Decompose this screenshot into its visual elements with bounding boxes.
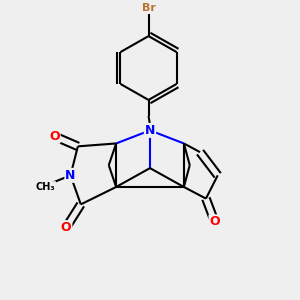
Text: N: N xyxy=(145,124,155,137)
Text: O: O xyxy=(49,130,60,143)
Text: CH₃: CH₃ xyxy=(36,182,55,192)
Text: O: O xyxy=(61,221,71,234)
Text: N: N xyxy=(65,169,76,182)
Text: Br: Br xyxy=(142,3,155,13)
Text: O: O xyxy=(209,215,220,228)
